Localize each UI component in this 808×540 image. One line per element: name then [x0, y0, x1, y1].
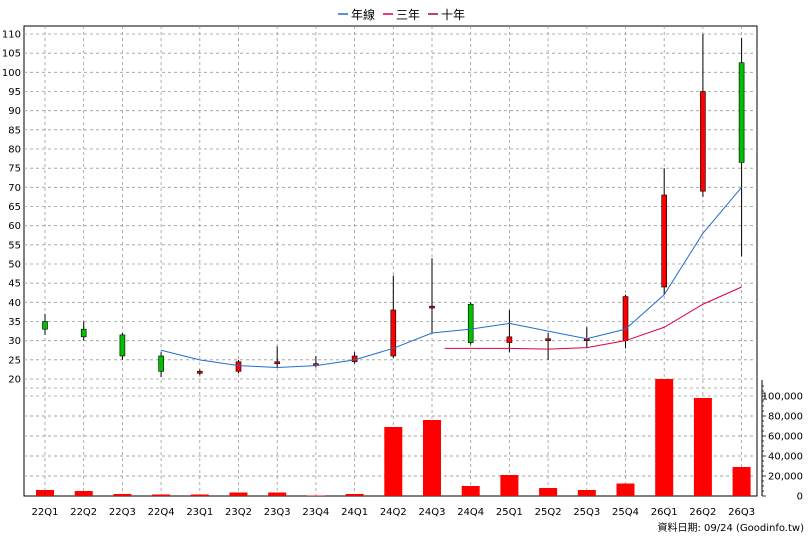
category-tick-label: 23Q3	[264, 507, 291, 518]
price-tick-label: 110	[2, 30, 21, 41]
volume-bar	[423, 420, 441, 496]
candle-body	[661, 194, 668, 288]
category-tick-label: 25Q3	[573, 507, 600, 518]
price-tick-label: 20	[8, 375, 21, 386]
category-tick-label: 23Q1	[186, 507, 213, 518]
volume-bar	[616, 483, 635, 496]
volume-tick-label: 80,000	[768, 412, 803, 423]
volume-bar	[732, 467, 751, 496]
category-tick-label: 24Q2	[380, 507, 407, 518]
candle-body	[429, 305, 435, 309]
plot-area	[23, 25, 758, 497]
legend-label: 十年	[441, 8, 465, 22]
price-tick-label: 75	[8, 164, 21, 175]
candle-body	[158, 355, 164, 372]
candle-body	[506, 336, 513, 343]
volume-bar	[113, 494, 132, 496]
volume-bar	[345, 494, 364, 496]
legend-label: 年線	[351, 7, 375, 22]
candle-body	[42, 321, 48, 330]
volume-bar	[268, 492, 287, 496]
price-tick-label: 60	[8, 221, 21, 232]
candle-body	[700, 91, 706, 192]
candle-body	[390, 309, 397, 357]
category-tick-label: 26Q1	[651, 507, 678, 518]
category-tick-label: 26Q3	[728, 507, 755, 518]
category-axis: 22Q1 22Q2 22Q3 22Q4 23Q1 23Q2 23Q3 23Q4 24Q1 24Q2…	[32, 507, 756, 518]
footer-source-date: 資料日期: 09/24 (Goodinfo.tw)	[657, 521, 804, 534]
volume-bar	[461, 486, 480, 496]
category-tick-label: 24Q3	[419, 507, 446, 518]
candle-body	[197, 371, 203, 374]
price-tick-label: 35	[8, 317, 21, 328]
category-tick-label: 26Q2	[689, 507, 716, 518]
volume-bar	[655, 379, 674, 496]
price-tick-label: 50	[8, 260, 21, 271]
series-line	[444, 286, 742, 350]
volume-bar	[152, 494, 171, 496]
candle-body	[80, 328, 87, 338]
category-tick-label: 24Q1	[341, 507, 368, 518]
price-tick-label: 70	[8, 183, 21, 194]
category-tick-label: 23Q4	[302, 507, 329, 518]
category-tick-label: 22Q4	[148, 507, 175, 518]
category-tick-label: 22Q2	[70, 507, 97, 518]
price-axis: 20 25 30 35 40 45 50 55 60 65 70 75 80 85 90 95 100 105 11…	[2, 30, 21, 386]
category-tick-label: 25Q2	[535, 507, 562, 518]
moving-average-lines	[160, 187, 742, 369]
volume-bar	[74, 491, 93, 496]
volume-bar	[229, 492, 248, 496]
candle-body	[545, 338, 551, 341]
volume-bar	[306, 495, 325, 496]
volume-bar	[693, 398, 712, 496]
category-tick-label: 25Q4	[612, 507, 639, 518]
price-tick-label: 90	[8, 106, 21, 117]
price-tick-label: 45	[8, 279, 21, 290]
volume-bar	[36, 490, 54, 496]
candle-body	[274, 361, 281, 364]
price-tick-label: 30	[8, 336, 21, 347]
price-tick-label: 80	[8, 145, 21, 156]
legend-label: 三年	[396, 8, 420, 22]
candle-body	[119, 334, 126, 357]
price-tick-label: 105	[2, 49, 21, 60]
price-tick-label: 65	[8, 202, 21, 213]
price-tick-label: 55	[8, 240, 21, 251]
price-tick-label: 100	[2, 68, 21, 79]
volume-bar	[500, 475, 519, 496]
series-line	[160, 187, 742, 369]
volume-bar	[539, 488, 558, 496]
category-tick-label: 22Q3	[109, 507, 136, 518]
volume-axis: 0 20,000 40,000 60,000 80,000 100,000	[761, 380, 803, 503]
volume-bar	[384, 427, 403, 496]
price-tick-label: 40	[8, 298, 21, 309]
candle-body	[467, 303, 474, 343]
volume-tick-label: 40,000	[768, 452, 803, 463]
candle-body	[738, 62, 745, 163]
legend: 年線 三年 十年	[338, 7, 465, 22]
volume-bars	[36, 379, 751, 496]
category-tick-label: 23Q2	[225, 507, 252, 518]
volume-tick-label: 100,000	[762, 392, 803, 403]
candle-body	[622, 296, 629, 341]
category-tick-label: 24Q4	[457, 507, 484, 518]
volume-tick-label: 0	[797, 492, 803, 503]
volume-bar	[577, 490, 596, 496]
volume-tick-label: 20,000	[768, 472, 803, 483]
category-tick-label: 22Q1	[32, 507, 59, 518]
price-tick-label: 95	[8, 87, 21, 98]
price-tick-label: 25	[8, 355, 21, 366]
volume-bar	[190, 494, 209, 496]
price-tick-label: 85	[8, 125, 21, 136]
candle-body	[235, 361, 242, 372]
volume-tick-label: 60,000	[768, 432, 803, 443]
category-tick-label: 25Q1	[496, 507, 523, 518]
candles	[42, 34, 745, 378]
